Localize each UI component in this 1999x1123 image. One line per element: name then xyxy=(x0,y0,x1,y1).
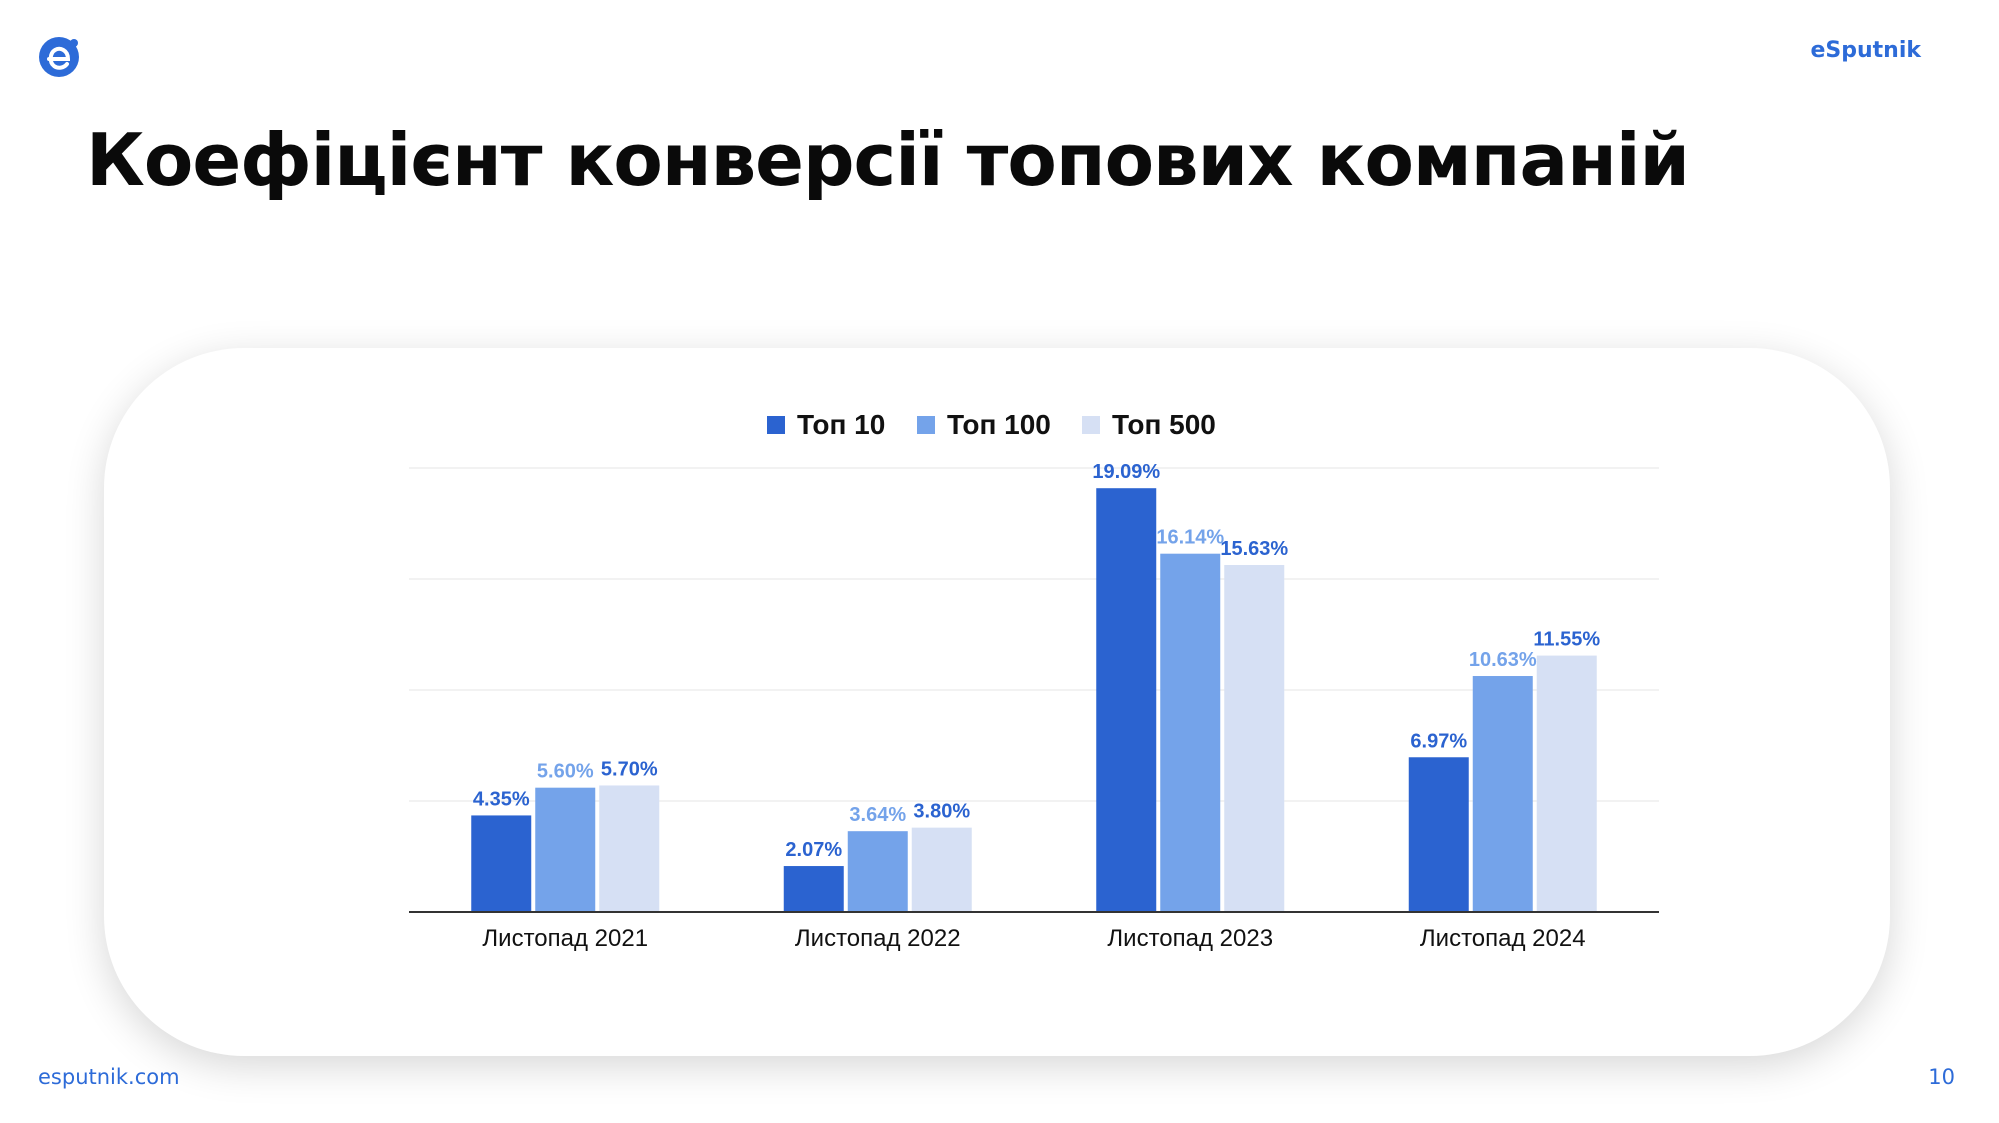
data-label: 5.70% xyxy=(601,758,658,780)
bar xyxy=(1160,553,1221,912)
x-tick-label: Листопад 2021 xyxy=(482,925,648,952)
x-tick-label: Листопад 2023 xyxy=(1107,925,1273,952)
data-label: 6.97% xyxy=(1410,730,1467,752)
esputnik-logo-icon xyxy=(39,37,79,77)
data-label: 16.14% xyxy=(1156,527,1224,549)
bar xyxy=(847,831,908,912)
legend-label: Топ 100 xyxy=(947,409,1051,440)
x-tick-label: Листопад 2022 xyxy=(795,925,961,952)
footer-url[interactable]: esputnik.com xyxy=(38,1065,180,1089)
data-label: 4.35% xyxy=(473,788,530,810)
data-label: 15.63% xyxy=(1220,538,1288,560)
brand-name: eSputnik xyxy=(1810,38,1921,63)
legend-swatch xyxy=(917,416,935,434)
data-label: 2.07% xyxy=(785,839,842,861)
data-label: 10.63% xyxy=(1469,649,1537,671)
bar xyxy=(783,866,844,912)
bar xyxy=(1096,488,1157,912)
data-label: 3.80% xyxy=(913,801,970,823)
bar xyxy=(1472,676,1533,912)
legend-label: Топ 500 xyxy=(1112,409,1216,440)
legend-label: Топ 10 xyxy=(797,409,885,440)
bar xyxy=(599,785,660,912)
data-label: 19.09% xyxy=(1092,461,1160,483)
bar xyxy=(535,787,596,912)
bar xyxy=(1536,655,1597,912)
data-label: 5.60% xyxy=(537,761,594,783)
data-label: 3.64% xyxy=(849,804,906,826)
x-tick-label: Листопад 2024 xyxy=(1420,925,1586,952)
legend-swatch xyxy=(767,416,785,434)
page-number: 10 xyxy=(1928,1065,1955,1089)
bar xyxy=(1408,757,1469,912)
conversion-bar-chart: 4.35% 5.60% 5.70% Листопад 2021 2.07% 3.64% 3.… xyxy=(409,409,1659,952)
page-title: Коефіцієнт конверсії топових компаній xyxy=(86,118,1690,202)
bar xyxy=(911,827,972,912)
legend-swatch xyxy=(1082,416,1100,434)
data-label: 11.55% xyxy=(1533,629,1600,651)
bar xyxy=(471,815,532,912)
bar xyxy=(1224,565,1285,912)
